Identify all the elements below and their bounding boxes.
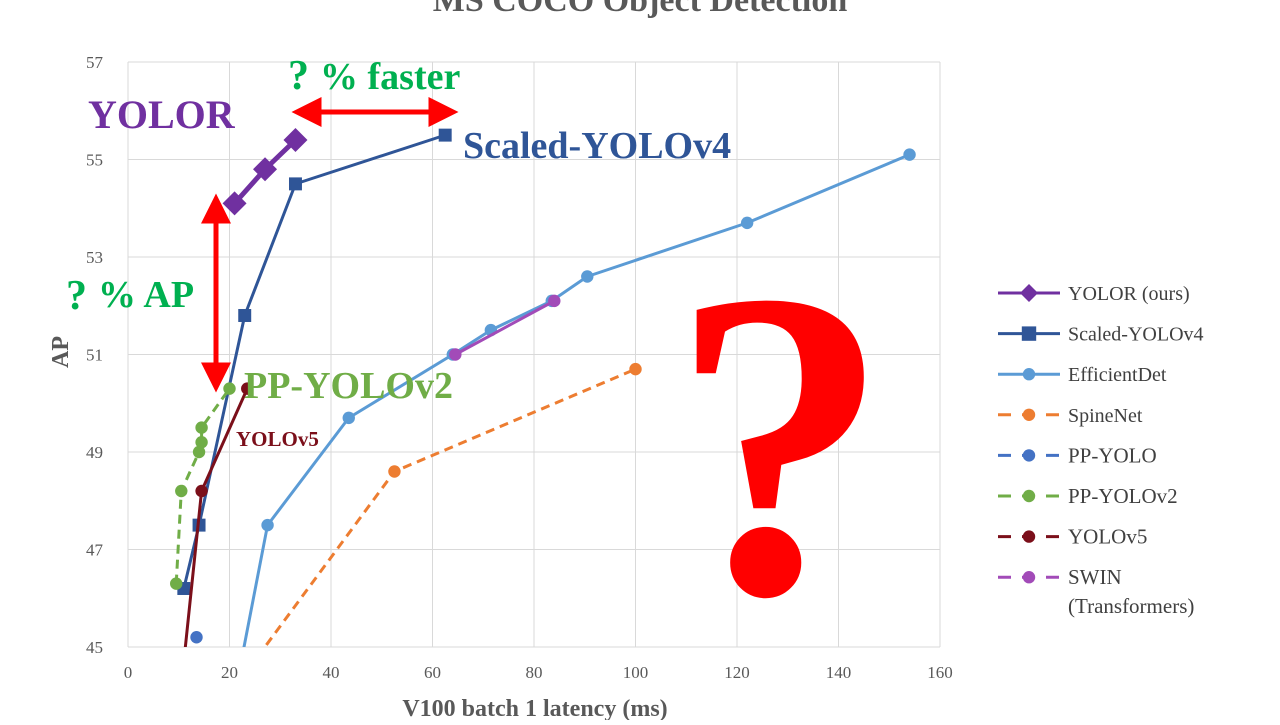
data-point (238, 309, 252, 322)
legend-label: EfficientDet (1068, 364, 1167, 386)
y-tick-label: 45 (86, 638, 103, 657)
y-tick-label: 55 (86, 151, 103, 170)
legend-marker (1020, 284, 1038, 302)
x-tick-label: 140 (826, 663, 852, 682)
y-tick-label: 47 (86, 541, 104, 560)
big-question-mark: ? (670, 201, 890, 688)
x-tick-label: 80 (526, 663, 543, 682)
y-tick-label: 53 (86, 248, 103, 267)
chart-title: MS COCO Object Detection (432, 0, 848, 19)
data-point (170, 577, 183, 590)
data-point (178, 655, 190, 667)
data-point (283, 128, 308, 152)
x-tick-label: 40 (323, 663, 340, 682)
x-tick-label: 160 (927, 663, 953, 682)
data-point (195, 436, 208, 449)
legend-label: SWIN (1068, 565, 1122, 589)
x-tick-label: 20 (221, 663, 238, 682)
data-point (388, 465, 401, 478)
data-point (228, 690, 240, 702)
data-point (175, 484, 188, 498)
axes: 0 20 40 60 80 100 120 140 160 45 47 49 51 53 55 57 V100 … (48, 53, 953, 722)
x-axis-label: V100 batch 1 latency (ms) (402, 696, 667, 720)
y-tick-label: 51 (86, 346, 103, 365)
legend-label-line2: (Transformers) (1068, 594, 1194, 618)
legend-marker (1022, 408, 1036, 421)
legend-label: PP-YOLOv2 (1068, 484, 1178, 508)
legend-marker (1021, 326, 1037, 341)
y-tick-label: 49 (86, 443, 103, 462)
data-point (342, 411, 355, 425)
yolov5-label: YOLOv5 (236, 427, 319, 451)
data-point (548, 294, 561, 308)
ap-question-mark: ? (66, 273, 87, 319)
annotation-layer: YOLOR Scaled-YOLOv4 PP-YOLOv2 YOLOv5? % fast… (66, 53, 890, 688)
x-tick-label: 0 (124, 663, 133, 682)
data-point (241, 382, 254, 395)
legend-marker (1022, 530, 1036, 543)
legend-label: SpineNet (1068, 405, 1143, 427)
legend-marker (1022, 571, 1036, 584)
legend-label: YOLOR (ours) (1068, 283, 1190, 305)
faster-question-mark: ? (288, 53, 309, 99)
data-point (190, 631, 203, 644)
legend-marker (1022, 449, 1036, 462)
legend-label: YOLOv5 (1068, 525, 1147, 549)
y-axis-label: AP (48, 336, 74, 368)
series-line (454, 299, 556, 356)
ppyolov2-label: PP-YOLOv2 (244, 365, 453, 407)
data-point (195, 484, 208, 498)
data-point (192, 445, 206, 459)
data-point (438, 128, 452, 142)
series-line (262, 367, 637, 647)
data-point (629, 362, 642, 376)
yolor-label: YOLOR (88, 92, 236, 137)
x-tick-label: 120 (724, 663, 750, 682)
data-point (581, 270, 594, 283)
series-layer (170, 128, 916, 702)
data-point (903, 148, 916, 161)
legend-marker (1022, 368, 1036, 381)
y-tick-label: 57 (86, 53, 104, 72)
data-point (740, 216, 754, 230)
data-point (261, 518, 274, 532)
legend-marker (1022, 489, 1036, 503)
scaled-yolov4-label: Scaled-YOLOv4 (463, 125, 731, 167)
data-point (253, 157, 278, 182)
data-point (288, 177, 302, 191)
faster-label: % faster (320, 56, 460, 98)
legend-label: PP-YOLO (1068, 443, 1157, 467)
data-point (449, 348, 462, 361)
x-tick-label: 60 (424, 663, 441, 682)
legend-label: Scaled-YOLOv4 (1068, 324, 1204, 346)
x-tick-label: 100 (623, 663, 649, 682)
ap-label: % AP (98, 274, 194, 316)
data-point (195, 421, 208, 434)
legend: YOLOR (ours) Scaled-YOLOv4 EfficientDet Spi… (998, 283, 1204, 618)
data-point (223, 382, 236, 395)
